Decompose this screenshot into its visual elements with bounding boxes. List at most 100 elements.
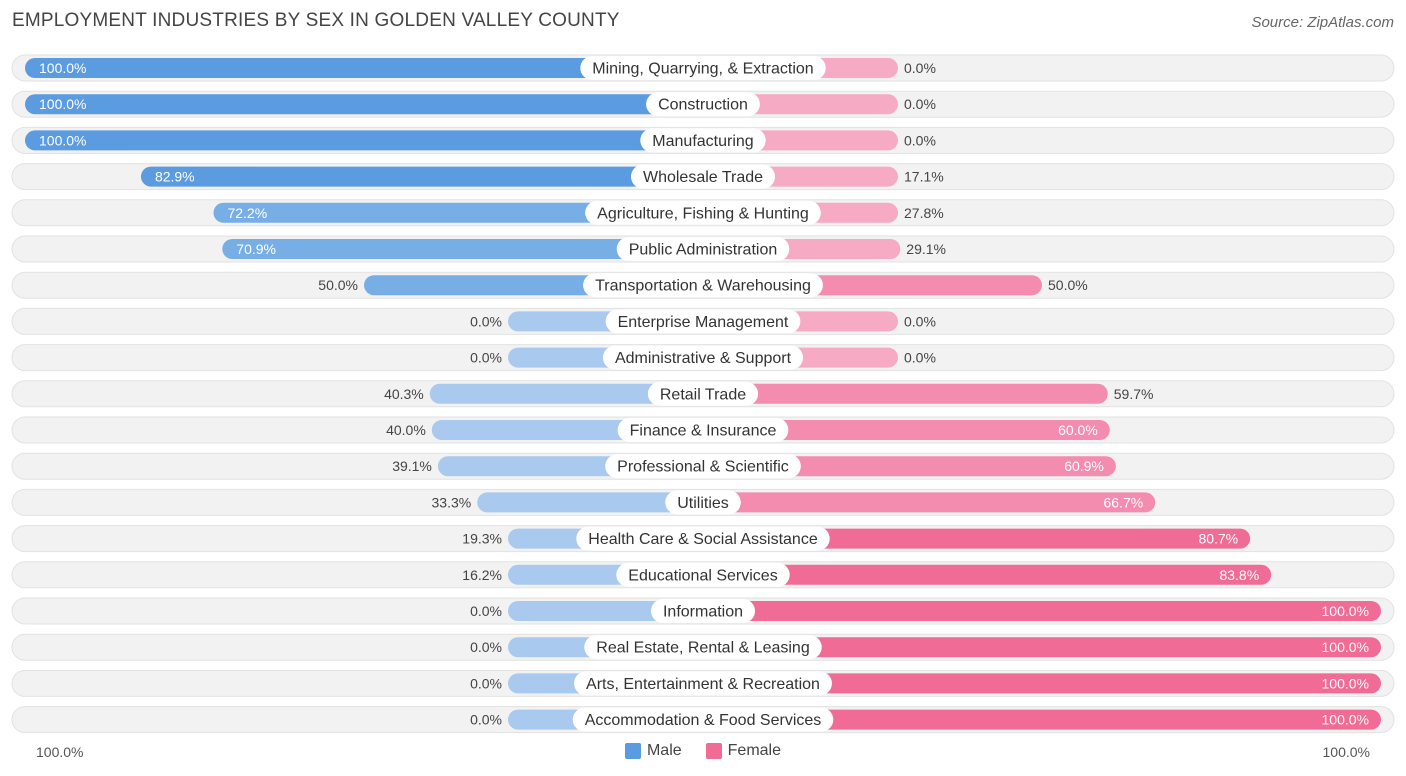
bar-female[interactable] xyxy=(703,456,1116,477)
chart-title: EMPLOYMENT INDUSTRIES BY SEX IN GOLDEN V… xyxy=(12,10,620,31)
chart-row: Real Estate, Rental & Leasing 0.0% 100.0% xyxy=(11,633,1395,661)
bar-female[interactable] xyxy=(703,564,1272,585)
bar-female[interactable] xyxy=(703,709,1381,730)
value-label-male: 40.0% xyxy=(386,422,426,438)
category-label: Public Administration xyxy=(629,242,778,259)
category-label: Information xyxy=(663,604,743,621)
chart-row: Information 0.0% 100.0% xyxy=(11,597,1395,625)
value-label-female: 60.9% xyxy=(1064,458,1104,474)
bar-male[interactable] xyxy=(140,166,704,187)
value-label-female: 59.7% xyxy=(1114,386,1154,402)
category-label: Utilities xyxy=(677,495,729,512)
bar-female[interactable] xyxy=(703,601,1381,621)
axis-right-label: 100.0% xyxy=(1322,744,1370,760)
value-label-female: 29.1% xyxy=(906,241,946,257)
value-label-male: 72.2% xyxy=(227,205,267,221)
bar-male[interactable] xyxy=(429,383,703,404)
value-label-male: 16.2% xyxy=(462,567,502,583)
value-label-female: 83.8% xyxy=(1219,567,1259,583)
value-label-male: 0.0% xyxy=(470,603,502,619)
chart-row: Transportation & Warehousing 50.0% 50.0% xyxy=(11,271,1395,299)
legend-swatch-male xyxy=(624,743,641,759)
value-label-male: 50.0% xyxy=(318,277,358,293)
value-label-male: 0.0% xyxy=(470,313,502,329)
value-label-female: 100.0% xyxy=(1322,639,1369,655)
category-pill xyxy=(647,381,759,406)
category-pill xyxy=(574,671,832,696)
bar-male[interactable] xyxy=(477,492,703,513)
category-label: Health Care & Social Assistance xyxy=(588,531,818,548)
category-pill xyxy=(572,707,834,732)
chart-row: Educational Services 16.2% 83.8% xyxy=(11,561,1395,589)
category-pill xyxy=(616,562,790,587)
value-label-male: 70.9% xyxy=(236,241,276,257)
category-label: Manufacturing xyxy=(652,133,753,150)
category-pill xyxy=(584,635,822,660)
legend-label-female: Female xyxy=(727,742,782,759)
bar-male[interactable] xyxy=(25,130,703,151)
category-pill xyxy=(640,128,766,153)
category-pill xyxy=(602,345,804,370)
category-label: Construction xyxy=(658,97,748,114)
value-label-male: 40.3% xyxy=(384,386,424,402)
chart-row: Mining, Quarrying, & Extraction 100.0% 0.0… xyxy=(11,54,1395,82)
value-label-female: 60.0% xyxy=(1058,422,1098,438)
legend-item-female[interactable]: Female xyxy=(705,742,782,760)
value-label-male: 39.1% xyxy=(392,458,432,474)
category-label: Finance & Insurance xyxy=(630,423,777,440)
legend-item-male[interactable]: Male xyxy=(624,742,682,760)
value-label-male: 100.0% xyxy=(39,96,86,112)
chart-row: Finance & Insurance 40.0% 60.0% xyxy=(11,416,1395,444)
category-label: Wholesale Trade xyxy=(643,169,763,186)
category-label: Mining, Quarrying, & Extraction xyxy=(592,61,813,78)
category-label: Retail Trade xyxy=(660,386,746,403)
chart-row: Administrative & Support 0.0% 0.0% xyxy=(11,344,1395,372)
chart-row: Utilities 33.3% 66.7% xyxy=(11,488,1395,516)
bar-male[interactable] xyxy=(222,239,703,259)
bar-female[interactable] xyxy=(703,383,1108,404)
category-label: Administrative & Support xyxy=(615,350,792,367)
value-label-female: 100.0% xyxy=(1322,603,1369,619)
chart-source: Source: ZipAtlas.com xyxy=(1251,14,1394,31)
bar-female[interactable] xyxy=(703,420,1110,440)
category-pill xyxy=(665,490,741,515)
category-label: Agriculture, Fishing & Hunting xyxy=(597,205,809,222)
category-label: Educational Services xyxy=(628,567,777,584)
category-pill xyxy=(585,200,821,225)
legend-label-male: Male xyxy=(646,742,682,759)
value-label-male: 33.3% xyxy=(432,494,472,510)
chart-row: Public Administration 70.9% 29.1% xyxy=(11,235,1395,263)
value-label-male: 100.0% xyxy=(39,60,86,76)
category-label: Real Estate, Rental & Leasing xyxy=(596,640,809,657)
legend: Male Female xyxy=(0,742,1406,760)
chart-row: Wholesale Trade 82.9% 17.1% xyxy=(11,163,1395,191)
value-label-female: 66.7% xyxy=(1104,494,1144,510)
chart-row: Manufacturing 100.0% 0.0% xyxy=(11,126,1395,154)
value-label-male: 82.9% xyxy=(155,169,195,185)
category-label: Arts, Entertainment & Recreation xyxy=(586,676,820,693)
chart-row: Health Care & Social Assistance 19.3% 80.7… xyxy=(11,525,1395,553)
value-label-male: 0.0% xyxy=(470,712,502,728)
bar-female[interactable] xyxy=(703,673,1381,694)
value-label-female: 50.0% xyxy=(1048,277,1088,293)
bar-male[interactable] xyxy=(213,202,703,223)
category-pill xyxy=(617,418,789,442)
value-label-female: 0.0% xyxy=(904,96,936,112)
bar-female[interactable] xyxy=(703,528,1251,549)
bar-male[interactable] xyxy=(25,94,703,115)
value-label-female: 80.7% xyxy=(1198,531,1238,547)
legend-swatch-female xyxy=(705,743,722,759)
value-label-female: 100.0% xyxy=(1322,675,1369,691)
category-pill xyxy=(650,599,756,623)
category-label: Enterprise Management xyxy=(618,314,789,331)
chart-row: Retail Trade 40.3% 59.7% xyxy=(11,380,1395,408)
chart-row: Enterprise Management 0.0% 0.0% xyxy=(11,307,1395,335)
category-pill xyxy=(616,237,790,261)
bar-male[interactable] xyxy=(25,58,703,78)
category-label: Professional & Scientific xyxy=(617,459,789,476)
chart-row: Accommodation & Food Services 0.0% 100.0% xyxy=(11,706,1395,734)
bar-female[interactable] xyxy=(703,492,1156,513)
category-pill xyxy=(605,454,801,479)
bar-female[interactable] xyxy=(703,637,1381,658)
